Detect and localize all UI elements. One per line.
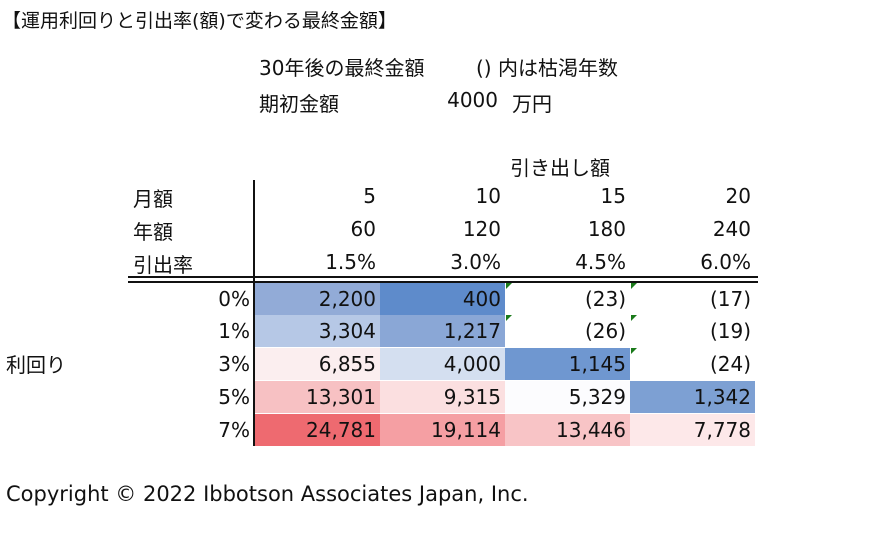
rate-label: 7% bbox=[218, 418, 250, 442]
side-label: 利回り bbox=[6, 353, 66, 377]
header-cell: 5 bbox=[363, 184, 376, 208]
header-cell: 240 bbox=[712, 217, 751, 241]
table-cell: 13,446 bbox=[505, 414, 630, 446]
cell-flag-icon bbox=[506, 315, 512, 321]
table-cell: 5,329 bbox=[505, 381, 630, 413]
table-cell: 400 bbox=[380, 283, 505, 315]
final-amount-label: 30年後の最終金額 bbox=[259, 56, 425, 80]
copyright: Copyright © 2022 Ibbotson Associates Jap… bbox=[6, 482, 529, 506]
header-cell: 6.0% bbox=[700, 250, 751, 274]
table-cell: 1,342 bbox=[630, 381, 755, 413]
table-cell: (26) bbox=[505, 315, 630, 347]
header-cell: 20 bbox=[725, 184, 751, 208]
header-cell: 10 bbox=[475, 184, 501, 208]
table-cell: 3,304 bbox=[255, 315, 380, 347]
cell-flag-icon bbox=[631, 348, 637, 354]
page-title: 【運用利回りと引出率(額)で変わる最終金額】 bbox=[2, 10, 397, 32]
header-divider-top bbox=[128, 276, 758, 278]
table-cell: 13,301 bbox=[255, 381, 380, 413]
table-cell: 6,855 bbox=[255, 348, 380, 380]
table-cell: 4,000 bbox=[380, 348, 505, 380]
cell-flag-icon bbox=[631, 283, 637, 289]
header-row-label: 引出率 bbox=[133, 253, 193, 277]
header-cell: 180 bbox=[587, 217, 626, 241]
table-cell: 2,200 bbox=[255, 283, 380, 315]
withdrawal-header: 引き出し額 bbox=[510, 156, 610, 180]
table-cell: 1,145 bbox=[505, 348, 630, 380]
header-row-label: 月額 bbox=[133, 187, 173, 211]
cell-flag-icon bbox=[631, 315, 637, 321]
table-cell: 7,778 bbox=[630, 414, 755, 446]
table-cell: (24) bbox=[630, 348, 755, 380]
table-cell: (23) bbox=[505, 283, 630, 315]
cell-flag-icon bbox=[506, 283, 512, 289]
rate-label: 1% bbox=[218, 319, 250, 343]
table-cell: 1,217 bbox=[380, 315, 505, 347]
rate-label: 0% bbox=[218, 287, 250, 311]
rate-label: 3% bbox=[218, 352, 250, 376]
header-row-label: 年額 bbox=[133, 220, 173, 244]
table-cell: 24,781 bbox=[255, 414, 380, 446]
header-divider-bottom bbox=[128, 281, 758, 283]
initial-amount-value: 4000 bbox=[447, 88, 498, 112]
rate-label: 5% bbox=[218, 385, 250, 409]
header-cell: 3.0% bbox=[450, 250, 501, 274]
paren-note: () 内は枯渇年数 bbox=[476, 56, 618, 80]
header-cell: 120 bbox=[462, 217, 501, 241]
initial-amount-label: 期初金額 bbox=[259, 92, 339, 116]
table-cell: (19) bbox=[630, 315, 755, 347]
vertical-divider bbox=[253, 180, 255, 446]
table-cell: (17) bbox=[630, 283, 755, 315]
header-cell: 4.5% bbox=[575, 250, 626, 274]
header-cell: 15 bbox=[600, 184, 626, 208]
header-cell: 60 bbox=[350, 217, 376, 241]
table-cell: 19,114 bbox=[380, 414, 505, 446]
initial-amount-unit: 万円 bbox=[512, 92, 552, 116]
table-cell: 9,315 bbox=[380, 381, 505, 413]
header-cell: 1.5% bbox=[325, 250, 376, 274]
